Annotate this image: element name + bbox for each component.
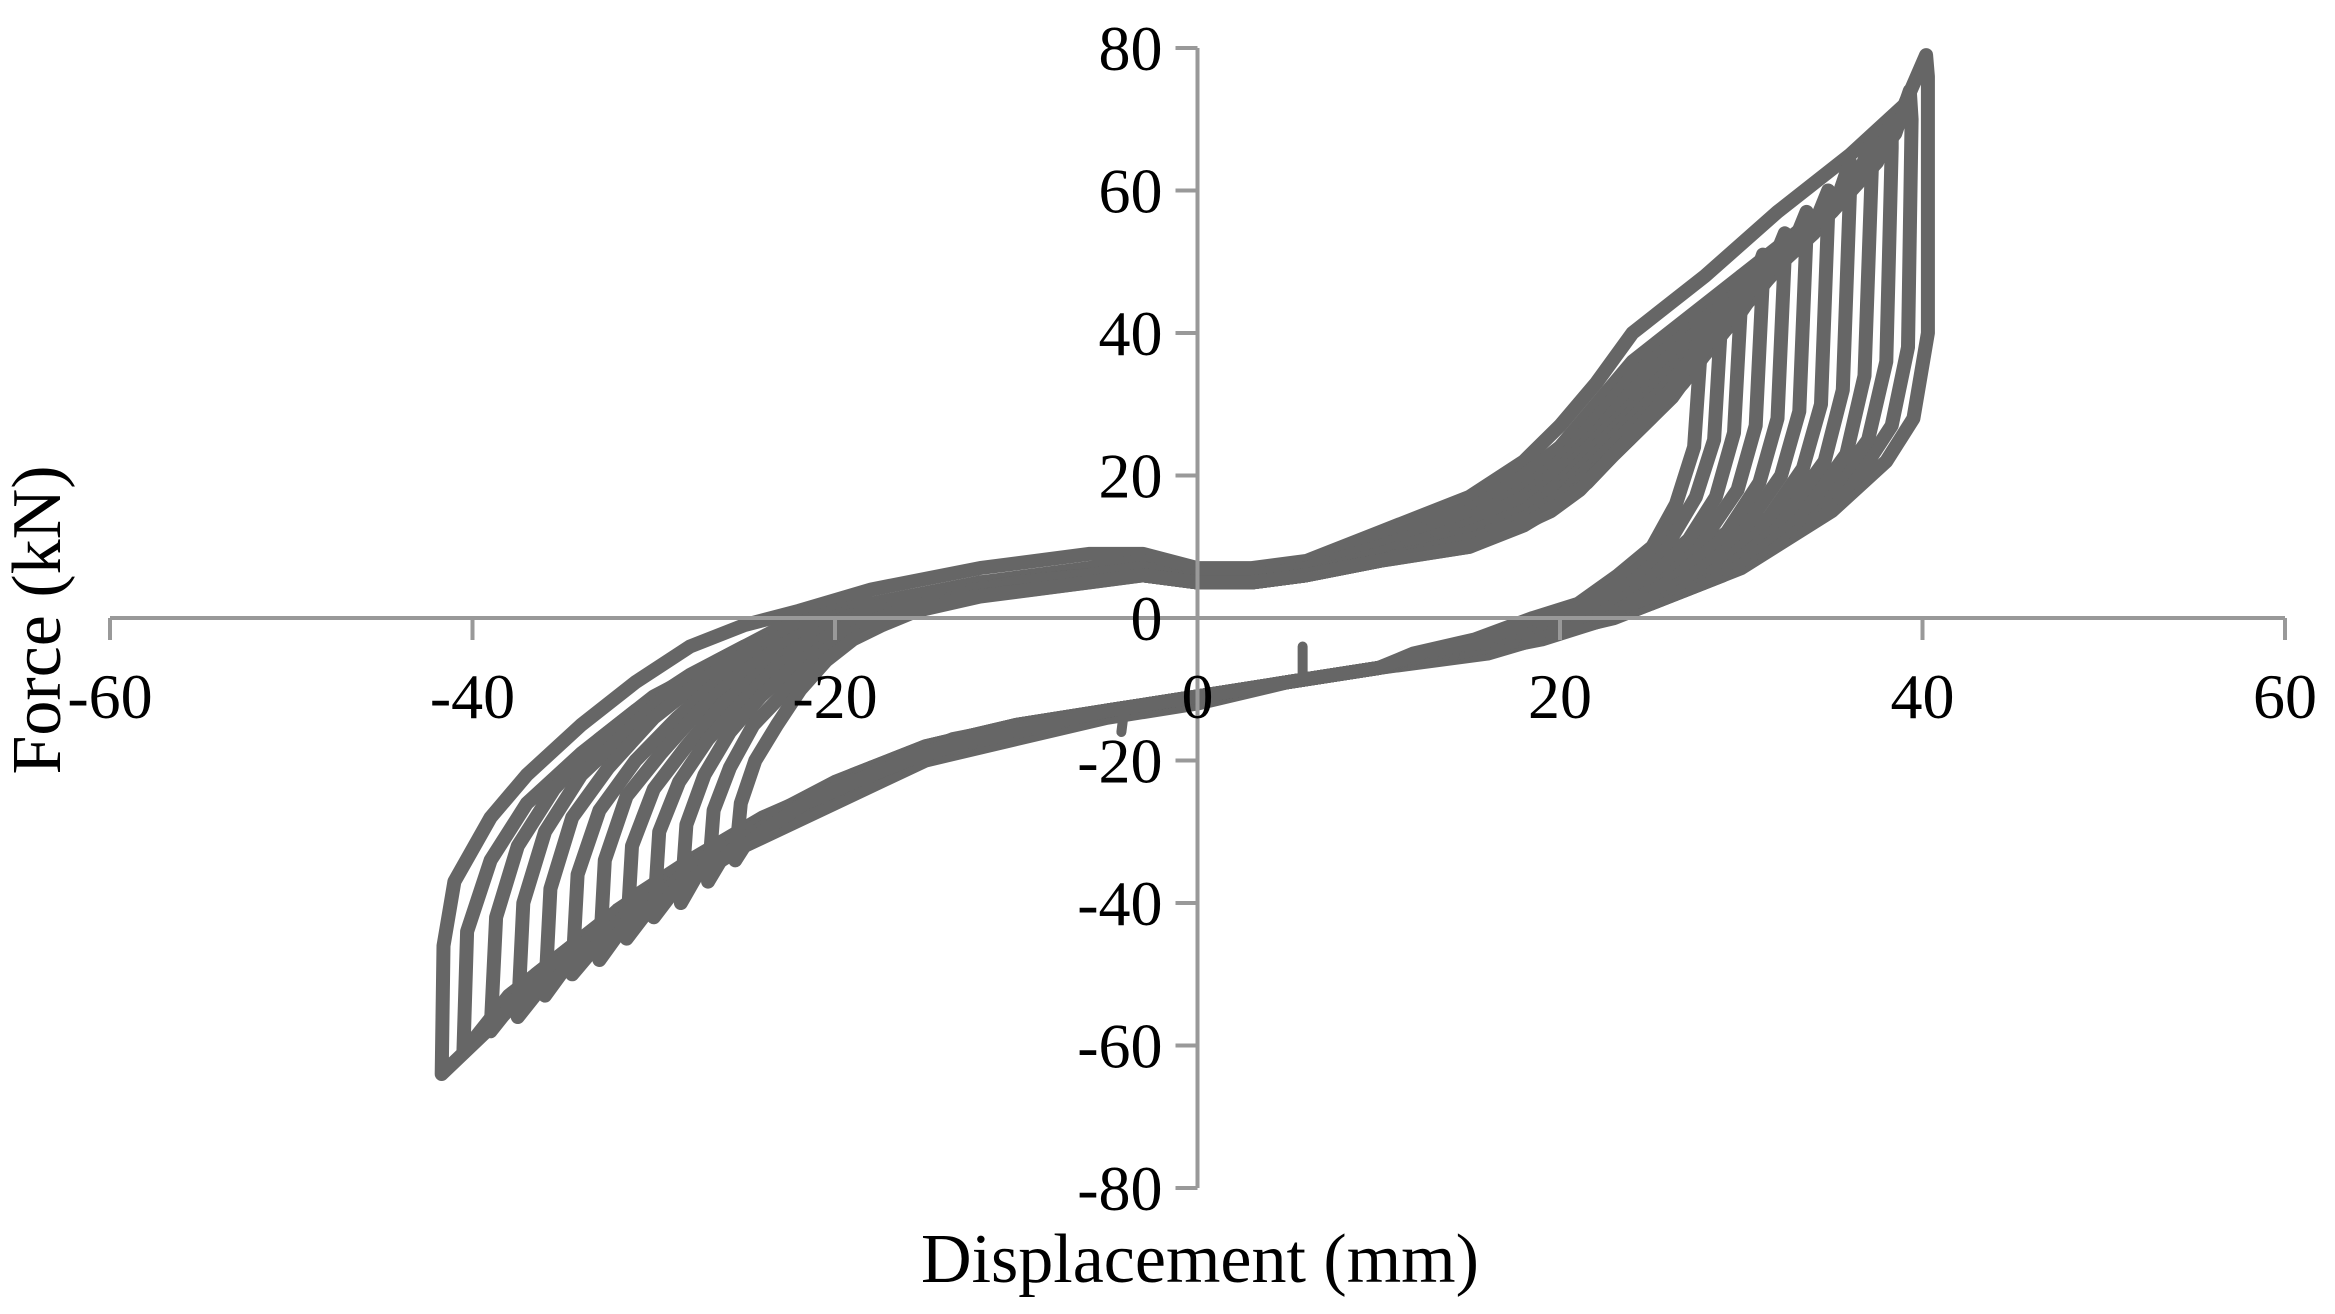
- x-tick-label: -20: [792, 661, 877, 732]
- y-tick-label: -40: [1077, 868, 1162, 939]
- y-tick-label: 60: [1099, 156, 1163, 227]
- x-tick-label: -60: [67, 661, 152, 732]
- x-ticks: -60 -40 -20 0 20 40 60: [67, 618, 2317, 732]
- hysteresis-loop-10: [673, 269, 1749, 910]
- x-tick-label: 40: [1891, 661, 1955, 732]
- y-tick-label: 80: [1099, 13, 1163, 84]
- y-tick-label: 0: [1131, 583, 1163, 654]
- y-tick-label: 20: [1099, 441, 1163, 512]
- y-axis-title: Force (kN): [0, 465, 76, 774]
- x-tick-label: 20: [1528, 661, 1592, 732]
- x-tick-label: -40: [430, 661, 515, 732]
- y-ticks: -80 -60 -40 -20 0 20 40 60 80: [1077, 13, 1198, 1224]
- plot-area: [434, 48, 1935, 1081]
- hysteresis-loop-12: [728, 311, 1709, 868]
- y-tick-label: -60: [1077, 1011, 1162, 1082]
- y-tick-label: 40: [1099, 298, 1163, 369]
- y-tick-label: -20: [1077, 726, 1162, 797]
- x-tick-label: 0: [1182, 661, 1214, 732]
- hysteresis-loop-1: [434, 48, 1935, 1081]
- x-axis-title: Displacement (mm): [921, 1221, 1479, 1298]
- y-tick-label: -80: [1077, 1153, 1162, 1224]
- x-tick-label: 60: [2253, 661, 2317, 732]
- data-spike: [1116, 712, 1129, 737]
